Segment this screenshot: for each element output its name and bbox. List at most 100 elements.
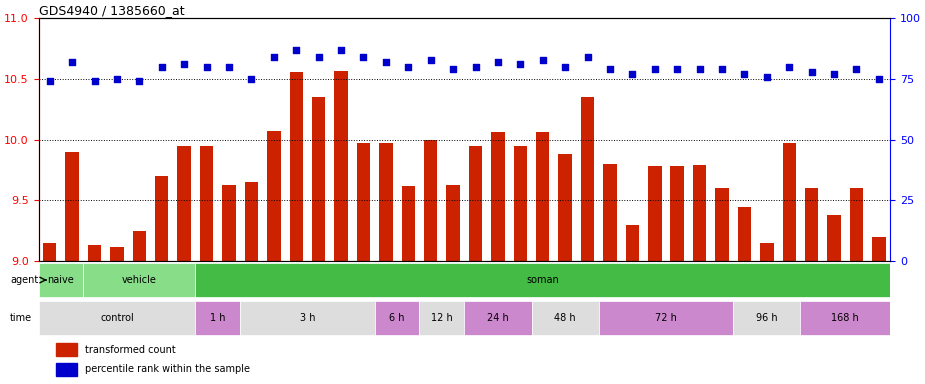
Text: 24 h: 24 h	[487, 313, 509, 323]
Point	[759, 73, 774, 79]
Bar	[738, 207, 751, 261]
Bar	[715, 188, 729, 261]
Bar	[693, 165, 707, 261]
FancyBboxPatch shape	[195, 301, 240, 335]
Bar	[290, 72, 303, 261]
Point	[87, 78, 102, 84]
Bar	[56, 343, 77, 356]
Point	[177, 61, 191, 68]
Point	[199, 64, 214, 70]
Bar	[222, 185, 236, 261]
Bar	[178, 146, 191, 261]
Bar	[648, 166, 661, 261]
Point	[132, 78, 147, 84]
Bar	[357, 143, 370, 261]
Point	[737, 71, 752, 77]
FancyBboxPatch shape	[598, 301, 734, 335]
Point	[580, 54, 595, 60]
Text: 1 h: 1 h	[210, 313, 226, 323]
Point	[289, 47, 303, 53]
Text: 96 h: 96 h	[756, 313, 778, 323]
Point	[356, 54, 371, 60]
Bar	[581, 97, 594, 261]
Text: transformed count: transformed count	[85, 344, 176, 354]
Bar	[491, 132, 505, 261]
Text: time: time	[9, 313, 31, 323]
Text: 168 h: 168 h	[832, 313, 859, 323]
FancyBboxPatch shape	[240, 301, 375, 335]
Text: 72 h: 72 h	[655, 313, 677, 323]
Point	[378, 59, 393, 65]
Bar	[872, 237, 885, 261]
FancyBboxPatch shape	[375, 301, 420, 335]
FancyBboxPatch shape	[420, 301, 464, 335]
Point	[648, 66, 662, 73]
Bar	[447, 185, 460, 261]
Point	[311, 54, 326, 60]
Point	[715, 66, 730, 73]
Bar	[760, 243, 773, 261]
FancyBboxPatch shape	[195, 263, 890, 297]
Text: 3 h: 3 h	[300, 313, 315, 323]
Bar	[43, 243, 56, 261]
Bar	[66, 152, 79, 261]
Bar	[625, 225, 639, 261]
Point	[692, 66, 707, 73]
Point	[827, 71, 842, 77]
Point	[43, 78, 57, 84]
Text: 48 h: 48 h	[554, 313, 576, 323]
Point	[446, 66, 461, 73]
Bar	[424, 140, 438, 261]
FancyBboxPatch shape	[800, 301, 890, 335]
Point	[109, 76, 124, 82]
FancyBboxPatch shape	[734, 301, 800, 335]
Text: 12 h: 12 h	[431, 313, 452, 323]
Bar	[110, 247, 124, 261]
Text: vehicle: vehicle	[122, 275, 157, 285]
Bar	[559, 154, 572, 261]
Point	[849, 66, 864, 73]
Bar	[334, 71, 348, 261]
Bar	[155, 176, 168, 261]
Point	[424, 56, 438, 63]
Point	[401, 64, 415, 70]
Bar	[469, 146, 482, 261]
Text: naive: naive	[47, 275, 74, 285]
Point	[154, 64, 169, 70]
Bar	[132, 231, 146, 261]
Bar	[671, 166, 684, 261]
Point	[222, 64, 237, 70]
Bar	[56, 362, 77, 376]
Bar	[805, 188, 819, 261]
Bar	[513, 146, 527, 261]
Bar	[312, 97, 326, 261]
Bar	[536, 132, 549, 261]
Bar	[401, 186, 415, 261]
Point	[804, 69, 819, 75]
Point	[871, 76, 886, 82]
Bar	[603, 164, 617, 261]
Point	[782, 64, 796, 70]
Point	[244, 76, 259, 82]
Bar	[200, 146, 214, 261]
Bar	[88, 245, 101, 261]
Bar	[245, 182, 258, 261]
Point	[602, 66, 617, 73]
Point	[334, 47, 349, 53]
FancyBboxPatch shape	[39, 301, 195, 335]
Point	[625, 71, 640, 77]
FancyBboxPatch shape	[83, 263, 195, 297]
Point	[670, 66, 684, 73]
FancyBboxPatch shape	[532, 301, 598, 335]
Text: soman: soman	[526, 275, 559, 285]
Point	[468, 64, 483, 70]
Point	[536, 56, 550, 63]
Bar	[783, 143, 796, 261]
Point	[65, 59, 80, 65]
FancyBboxPatch shape	[39, 263, 83, 297]
Text: GDS4940 / 1385660_at: GDS4940 / 1385660_at	[39, 4, 184, 17]
Bar	[379, 143, 392, 261]
Bar	[850, 188, 863, 261]
Point	[490, 59, 505, 65]
Text: percentile rank within the sample: percentile rank within the sample	[85, 364, 251, 374]
